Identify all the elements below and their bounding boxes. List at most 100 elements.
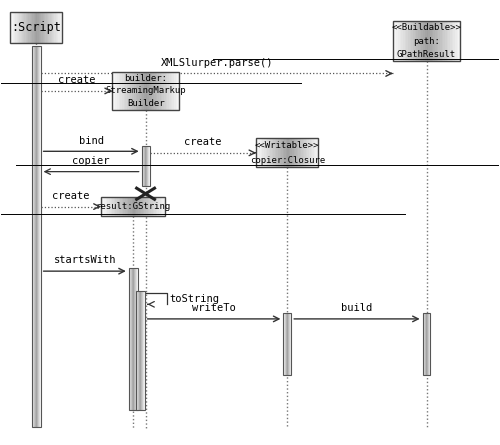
Bar — [433, 21, 436, 61]
Bar — [136, 267, 137, 410]
Bar — [148, 146, 149, 186]
Bar — [130, 267, 132, 410]
Bar — [148, 146, 149, 186]
Bar — [36, 45, 37, 427]
Bar — [135, 197, 137, 216]
Bar — [429, 313, 430, 375]
Bar — [164, 72, 166, 110]
Bar — [136, 197, 138, 216]
Bar — [136, 267, 137, 410]
Bar — [272, 138, 274, 167]
Bar — [124, 197, 126, 216]
Text: toString: toString — [170, 294, 220, 304]
Bar — [284, 138, 286, 167]
Bar — [140, 197, 141, 216]
Bar — [40, 45, 41, 427]
Bar — [276, 138, 278, 167]
Bar — [134, 267, 136, 410]
Bar — [140, 291, 141, 410]
Bar — [127, 72, 130, 110]
Bar — [426, 313, 427, 375]
Bar — [423, 313, 424, 375]
Bar — [133, 197, 136, 216]
Bar — [130, 267, 131, 410]
Bar — [445, 21, 447, 61]
Bar — [34, 45, 35, 427]
Bar — [136, 291, 144, 410]
Bar — [291, 313, 292, 375]
Bar — [35, 12, 36, 44]
Bar — [398, 21, 400, 61]
Bar — [292, 138, 294, 167]
Bar — [142, 146, 143, 186]
Bar — [139, 291, 140, 410]
Bar — [18, 12, 20, 44]
Bar — [438, 21, 440, 61]
Bar — [440, 21, 442, 61]
Bar — [122, 72, 124, 110]
Bar — [137, 72, 140, 110]
Bar — [145, 146, 146, 186]
Bar — [140, 291, 141, 410]
Bar — [42, 12, 43, 44]
Bar — [143, 146, 144, 186]
Bar — [291, 313, 292, 375]
Bar — [296, 138, 298, 167]
Bar — [159, 197, 161, 216]
Bar — [39, 12, 40, 44]
Bar — [287, 313, 288, 375]
Bar — [132, 267, 134, 410]
Bar — [32, 45, 33, 427]
Bar — [172, 72, 174, 110]
Bar — [142, 146, 150, 186]
Bar — [130, 267, 131, 410]
Bar — [147, 146, 148, 186]
Bar — [258, 138, 260, 167]
Bar — [306, 138, 308, 167]
Bar — [35, 45, 36, 427]
Bar — [28, 12, 30, 44]
Bar — [290, 313, 291, 375]
Bar — [413, 21, 416, 61]
Bar — [128, 267, 138, 410]
Bar — [112, 72, 179, 110]
Bar — [428, 313, 430, 375]
Bar — [152, 72, 154, 110]
Bar — [34, 45, 35, 427]
Bar — [110, 197, 112, 216]
Bar — [150, 72, 153, 110]
Text: :Script: :Script — [12, 21, 61, 34]
Bar — [38, 12, 40, 44]
Bar — [308, 138, 310, 167]
Bar — [19, 12, 21, 44]
Bar — [38, 45, 39, 427]
Bar — [134, 267, 135, 410]
Bar — [130, 72, 132, 110]
Bar — [118, 197, 120, 216]
Bar — [266, 138, 268, 167]
Bar — [274, 138, 276, 167]
Bar — [12, 12, 13, 44]
Bar — [124, 72, 126, 110]
Bar — [112, 197, 114, 216]
Bar — [290, 313, 292, 375]
Bar — [142, 291, 143, 410]
Text: copier: copier — [72, 156, 110, 166]
Bar — [102, 197, 104, 216]
Bar — [42, 12, 44, 44]
Bar — [46, 12, 48, 44]
Bar — [288, 313, 289, 375]
Bar — [275, 138, 277, 167]
Bar — [128, 267, 130, 410]
Bar — [117, 197, 119, 216]
Bar — [168, 72, 170, 110]
Bar — [158, 72, 160, 110]
Bar — [137, 267, 138, 410]
Bar — [423, 313, 424, 375]
Bar — [138, 197, 140, 216]
Bar — [131, 267, 132, 410]
Bar — [135, 267, 136, 410]
Bar — [129, 72, 131, 110]
Bar — [295, 138, 297, 167]
Bar — [289, 138, 291, 167]
